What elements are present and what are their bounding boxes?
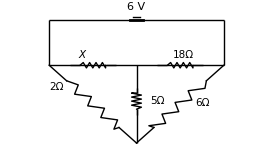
Text: 18Ω: 18Ω — [172, 50, 194, 60]
Text: 6Ω: 6Ω — [195, 98, 209, 108]
Text: 6 V: 6 V — [127, 2, 146, 12]
Text: 2Ω: 2Ω — [49, 82, 64, 92]
Text: X: X — [78, 50, 85, 60]
Text: 5Ω: 5Ω — [150, 96, 165, 106]
